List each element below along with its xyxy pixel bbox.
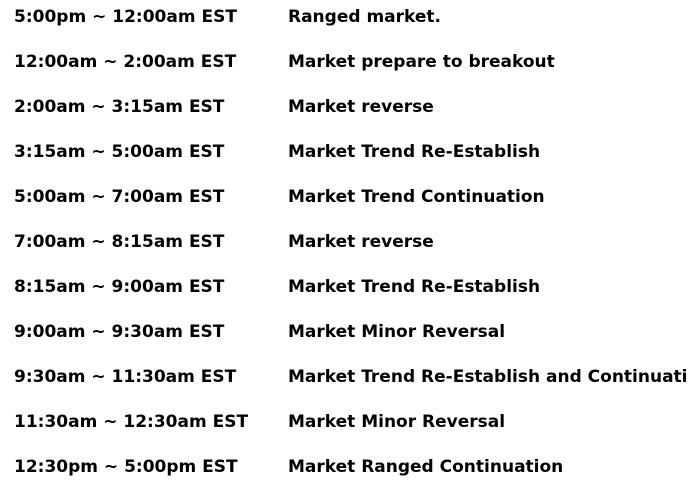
schedule-row: 9:30am ~ 11:30am EST Market Trend Re-Est… [14,362,688,392]
market-phase: Market Trend Re-Establish [288,277,541,297]
time-range: 2:00am ~ 3:15am EST [14,97,225,117]
schedule-row: 5:00am ~ 7:00am EST Market Trend Continu… [14,182,688,212]
market-phase: Market prepare to breakout [288,52,555,72]
time-range: 9:00am ~ 9:30am EST [14,322,225,342]
schedule-row: 11:30am ~ 12:30am EST Market Minor Rever… [14,407,688,437]
market-phase: Market reverse [288,97,434,117]
schedule-row: 2:00am ~ 3:15am EST Market reverse [14,92,688,122]
time-range: 5:00pm ~ 12:00am EST [14,7,237,27]
market-phase: Market Trend Re-Establish [288,142,541,162]
market-phase: Ranged market. [288,7,441,27]
schedule-row: 9:00am ~ 9:30am EST Market Minor Reversa… [14,317,688,347]
time-range: 9:30am ~ 11:30am EST [14,367,237,387]
time-range: 12:30pm ~ 5:00pm EST [14,457,238,477]
market-phase: Market Minor Reversal [288,322,506,342]
schedule-row: 8:15am ~ 9:00am EST Market Trend Re-Esta… [14,272,688,302]
market-phase: Market Trend Continuation [288,187,545,207]
time-range: 3:15am ~ 5:00am EST [14,142,225,162]
time-range: 12:00am ~ 2:00am EST [14,52,237,72]
schedule-row: 3:15am ~ 5:00am EST Market Trend Re-Esta… [14,137,688,167]
time-range: 5:00am ~ 7:00am EST [14,187,225,207]
schedule-row: 12:00am ~ 2:00am EST Market prepare to b… [14,47,688,77]
schedule-row: 12:30pm ~ 5:00pm EST Market Ranged Conti… [14,452,688,482]
market-phase: Market Ranged Continuation [288,457,564,477]
time-range: 7:00am ~ 8:15am EST [14,232,225,252]
market-phase: Market Minor Reversal [288,412,506,432]
market-phase: Market reverse [288,232,434,252]
time-range: 11:30am ~ 12:30am EST [14,412,249,432]
market-phase: Market Trend Re-Establish and Continuati… [288,367,688,387]
schedule-row: 5:00pm ~ 12:00am EST Ranged market. [14,2,688,32]
time-range: 8:15am ~ 9:00am EST [14,277,225,297]
schedule-row: 7:00am ~ 8:15am EST Market reverse [14,227,688,257]
